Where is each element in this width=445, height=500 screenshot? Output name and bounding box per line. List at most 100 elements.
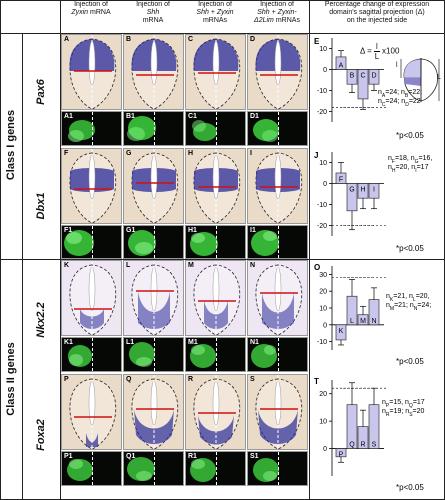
p-value-note: *p<0.05 xyxy=(396,244,424,253)
gfp-image xyxy=(68,120,95,142)
header-col3: Injection of Shh + Zyxin mRNAs xyxy=(196,1,234,24)
gfp-image xyxy=(253,458,279,482)
panel-letter: M1 xyxy=(188,339,198,346)
gfp-image xyxy=(64,230,94,256)
y-tick-label: 10 xyxy=(319,160,327,167)
bar-A xyxy=(335,56,347,70)
p-value-note: *p<0.05 xyxy=(396,483,424,492)
chart-panel-letter: J xyxy=(314,151,318,160)
category-label: C xyxy=(360,73,365,80)
panel-G: G xyxy=(123,148,184,224)
p-value-note: *p<0.05 xyxy=(396,131,424,140)
gfp-tile-B1: B1 xyxy=(123,111,184,146)
panel-M: M xyxy=(185,260,246,336)
formula-lhs: Δ = xyxy=(360,46,372,56)
section-image xyxy=(62,375,121,449)
category-label: S xyxy=(372,442,377,449)
panel-letter: S1 xyxy=(250,453,259,460)
gfp-image xyxy=(129,342,155,367)
panel-letter: P1 xyxy=(64,453,73,460)
section-image xyxy=(186,149,245,223)
panel-letter: G1 xyxy=(126,227,136,234)
category-label: B xyxy=(350,73,355,80)
section-image xyxy=(124,375,183,449)
section-image xyxy=(124,149,183,223)
sample-size-text: nH=20, nI=17 xyxy=(388,164,429,174)
panel-letter: B xyxy=(126,36,132,43)
gfp-tile-Q1: Q1 xyxy=(123,451,184,486)
category-label: I xyxy=(373,187,375,194)
bar-chart-O: O30 20 10 0 -10 KL M NnK=21, nL=20,nM=21; nN=24… xyxy=(314,263,431,366)
class-label-1: Class I genes xyxy=(5,109,17,181)
panel-letter: B1 xyxy=(126,113,135,120)
category-label: G xyxy=(349,187,354,194)
gfp-tile-N1: N1 xyxy=(247,337,308,372)
panel-letter: L1 xyxy=(126,339,135,346)
p-value-note: *p<0.05 xyxy=(396,357,424,366)
panel-N: N xyxy=(247,260,308,336)
chart-panel-letter: E xyxy=(314,37,320,46)
panel-P: P xyxy=(61,374,122,450)
y-tick-label: -10 xyxy=(317,88,327,95)
panel-D: D xyxy=(247,34,308,110)
gfp-tile-R1: R1 xyxy=(185,451,246,486)
schematic-l-label: l xyxy=(396,62,398,69)
gfp-tile-A1: A1 xyxy=(61,111,122,146)
panel-letter: C1 xyxy=(188,113,197,120)
bar-chart-E: E10 0 -10 -20 AB C DnA=24; nB=22;nC=24; nD=22 *… xyxy=(314,37,424,140)
gfp-tile-C1: C1 xyxy=(185,111,246,146)
sample-size-text: nM=21; nN=24; xyxy=(386,302,431,312)
bar-N xyxy=(368,299,380,326)
panel-letter: C xyxy=(188,36,194,43)
gfp-tile-F1: F1 xyxy=(61,225,122,259)
schematic-diagram xyxy=(400,58,440,102)
panel-letter: D xyxy=(250,36,256,43)
gfp-image xyxy=(67,459,93,481)
panel-letter: A xyxy=(64,36,70,43)
header-col2: Injection of Shh mRNA xyxy=(136,1,170,24)
panel-H: H xyxy=(185,148,246,224)
gene-label-pax6: Pax6 xyxy=(35,79,47,105)
bar-D xyxy=(368,69,380,85)
gfp-tile-G1: G1 xyxy=(123,225,184,259)
sample-size-text: nF=18, nG=16, xyxy=(388,155,432,165)
section-image xyxy=(62,261,121,335)
section-image xyxy=(62,149,121,223)
gfp-image xyxy=(68,345,92,367)
bar-Q xyxy=(346,404,358,449)
bar-H xyxy=(357,183,369,199)
gfp-tile-K1: K1 xyxy=(61,337,122,372)
section-image xyxy=(248,149,307,223)
section-image xyxy=(186,375,245,449)
panel-letter: G xyxy=(126,150,132,157)
panel-letter: P xyxy=(64,376,69,383)
formula-num: l xyxy=(374,42,380,52)
section-image xyxy=(248,261,307,335)
category-label: L xyxy=(350,318,354,325)
panel-letter: N xyxy=(250,262,256,269)
panel-letter: S xyxy=(250,376,255,383)
header-col5: Percentage change of expression domain's… xyxy=(324,1,430,24)
bar-S xyxy=(368,404,380,449)
gfp-tile-I1: I1 xyxy=(247,225,308,259)
y-tick-label: 0 xyxy=(323,181,327,188)
gfp-tile-S1: S1 xyxy=(247,451,308,486)
gfp-image xyxy=(251,344,277,368)
class-divider xyxy=(0,259,445,260)
sample-size-text: nK=21, nL=20, xyxy=(386,293,430,303)
gfp-tile-M1: M1 xyxy=(185,337,246,372)
panel-K: K xyxy=(61,260,122,336)
y-tick-label: 10 xyxy=(319,46,327,53)
y-tick-label: 20 xyxy=(319,391,327,398)
panel-letter: N1 xyxy=(250,339,259,346)
y-tick-label: 10 xyxy=(319,306,327,313)
category-label: M xyxy=(360,318,366,325)
category-label: R xyxy=(360,442,365,449)
panel-S: S xyxy=(247,374,308,450)
category-label: P xyxy=(339,452,344,459)
y-tick-label: -10 xyxy=(317,202,327,209)
sample-size-text: nR=19; nS=20 xyxy=(382,408,425,418)
formula-factor: x100 xyxy=(382,46,400,56)
gfp-image xyxy=(190,344,216,368)
